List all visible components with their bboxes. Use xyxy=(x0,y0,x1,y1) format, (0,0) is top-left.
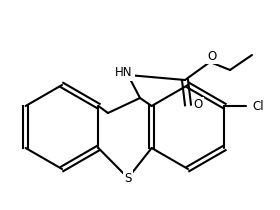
Text: S: S xyxy=(124,172,132,185)
Text: O: O xyxy=(207,50,217,63)
Text: O: O xyxy=(193,98,203,112)
Text: Cl: Cl xyxy=(253,100,264,113)
Text: HN: HN xyxy=(115,67,133,80)
